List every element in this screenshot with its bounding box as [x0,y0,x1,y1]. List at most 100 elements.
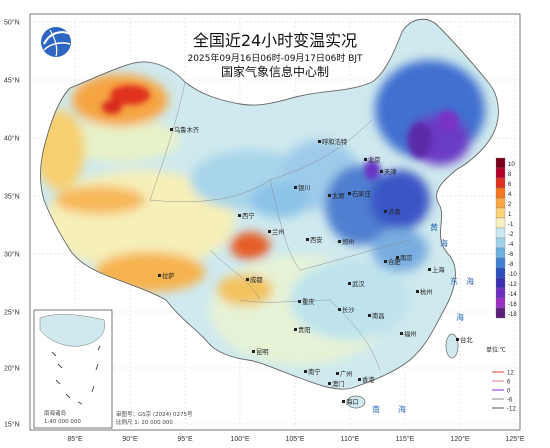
city-name: 成都 [250,275,263,284]
sea-label: 黄 [430,222,438,232]
city-name: 福州 [404,329,417,338]
inset-scale: 1:40 000 000 [44,419,81,425]
city-28: 澳门 [328,379,345,388]
legend-value: -10 [508,272,517,278]
city-name: 乌鲁木齐 [174,125,200,134]
legend-value: -6 [508,252,514,258]
city-name: 济南 [388,207,401,216]
city-name: 南昌 [372,311,385,320]
city-name: 西宁 [242,211,255,220]
legend-value: 1 [508,212,512,218]
legend-swatch [495,187,506,199]
city-name: 海口 [346,397,359,406]
legend-value: 4 [508,192,512,198]
lat-label: 30°N [4,251,20,259]
inset-label: 南海诸岛 [44,409,67,417]
legend-value: -1 [508,222,514,228]
legend-value: -18 [508,312,517,318]
legend-value: -14 [508,292,517,298]
legend-value: 10 [508,162,515,168]
legend-unit: 单位:℃ [486,346,506,354]
city-5: 太原 [328,191,345,200]
lon-label: 115°E [396,435,415,443]
legend-value: -2 [508,232,514,238]
province-boundaries [149,81,411,371]
map-period: 2025年09月16日06时-09月17日06时 BJT [187,52,363,64]
city-22: 贵阳 [294,325,311,334]
sea-label: 海 [398,404,406,414]
legend-swatch [495,267,506,279]
city-12: 拉萨 [158,271,175,280]
city-20: 长沙 [338,305,355,314]
legend-swatch [495,157,506,169]
city-14: 合肥 [384,257,401,266]
sea-label: 东 [450,276,458,286]
lon-label: 100°E [230,435,249,443]
legend-value: 6 [508,182,512,188]
contour-value: 6 [507,380,511,386]
city-name: 广州 [340,369,353,378]
city-18: 杭州 [416,287,433,296]
city-name: 银川 [298,183,311,192]
city-name: 重庆 [302,297,315,306]
city-name: 呼和浩特 [322,137,348,146]
city-name: 武汉 [352,279,365,288]
map-scale: 比例尺 1: 20 000 000 [116,418,173,426]
sea-label: 南 [372,404,380,414]
city-4: 银川 [294,183,311,192]
city-name: 天津 [384,168,397,176]
temperature-field [40,19,499,390]
city-9: 兰州 [268,227,285,236]
city-15: 南京 [396,253,413,262]
city-17: 武汉 [348,279,365,288]
legend-swatch [495,207,506,219]
legend-swatch [495,217,506,229]
city-16: 上海 [428,265,445,274]
map-title: 全国近24小时变温实况 [193,31,357,50]
contour-value: 0 [507,389,511,395]
legend-swatch [495,307,506,319]
lon-label: 105°E [285,435,304,443]
contour-value: -6 [507,398,513,404]
south-china-sea-inset: 南海诸岛 1:40 000 000 [33,309,113,429]
legend-value: -4 [508,242,514,248]
lon-label: 125°E [505,435,524,443]
contour-legend: 12 6 0 -6 -12 [492,371,516,413]
city-6: 石家庄 [348,189,371,198]
city-3: 天津 [380,168,397,176]
legend-value: -16 [508,302,517,308]
city-name: 石家庄 [352,189,371,198]
lat-label: 50°N [4,19,20,27]
latitude-labels: 50°N 45°N 40°N 35°N 30°N 25°N 20°N 15°N [4,19,20,429]
legend-swatch [495,197,506,209]
approval-number: 审图号：GS京 (2024) 0275号 [116,410,193,418]
lat-label: 45°N [4,77,20,85]
color-legend: 10 8 6 4 2 1 -1 -2 -4 -6 -8 -10 -12 -14 -16 -18 单位:℃ [486,157,517,354]
city-2: 北京 [364,155,381,164]
city-name: 拉萨 [162,271,175,280]
city-1: 呼和浩特 [318,137,348,146]
lat-label: 20°N [4,365,20,373]
lon-label: 95°E [177,435,193,443]
longitude-labels: 85°E 90°E 95°E 100°E 105°E 110°E 115°E 120°E 125… [67,435,525,443]
city-26: 广州 [336,369,353,378]
legend-swatch [495,277,506,289]
legend-value: -12 [508,282,517,288]
city-0: 乌鲁木齐 [170,125,200,134]
city-8: 西宁 [238,211,255,220]
legend-swatch [495,257,506,269]
legend-value: 2 [508,202,512,208]
china-border [39,18,499,390]
city-name: 北京 [368,155,381,164]
lon-label: 110°E [341,435,360,443]
lon-label: 85°E [67,435,83,443]
sea-labels: 黄海东 海南 海海 [372,222,474,414]
city-name: 合肥 [388,257,401,266]
city-13: 成都 [246,275,263,284]
city-name: 上海 [432,265,445,274]
city-19: 重庆 [298,297,315,306]
city-10: 西安 [306,235,323,244]
lat-label: 25°N [4,309,20,317]
city-name: 昆明 [256,348,269,356]
